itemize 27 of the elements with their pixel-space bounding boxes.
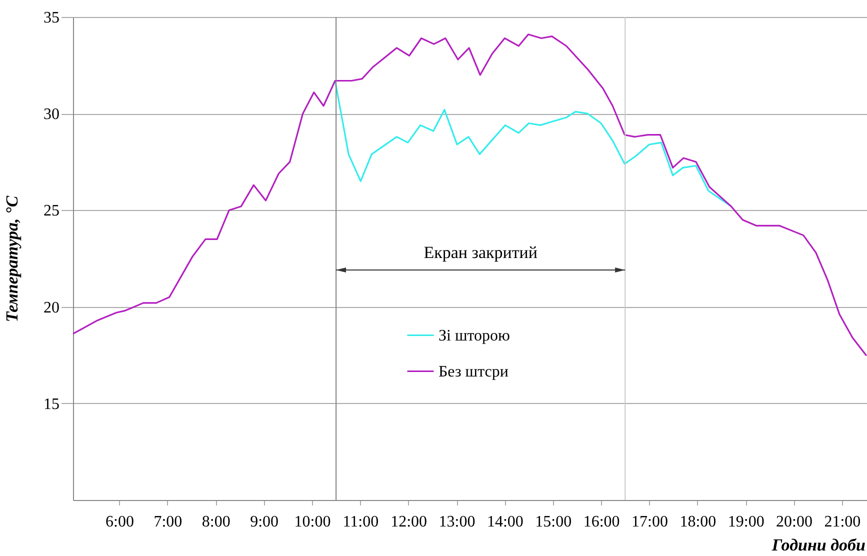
x-tick-label: 7:00	[154, 514, 182, 530]
x-tick-label: 10:00	[294, 514, 331, 530]
y-tick-label: 15	[44, 396, 60, 413]
y-tick-label: 35	[44, 10, 60, 26]
y-tick-label: 30	[44, 106, 60, 124]
x-tick-label: 17:00	[632, 514, 668, 530]
x-tick-label: 20:00	[776, 514, 812, 530]
x-tick-label: 18:00	[680, 514, 716, 530]
legend-label: Зі шторою	[438, 327, 510, 344]
x-tick-label: 12:00	[390, 514, 428, 530]
x-tick-label: 13:00	[438, 514, 476, 530]
x-tick-label: 19:00	[728, 514, 764, 530]
y-axis-title: Температура, °С	[2, 195, 22, 322]
y-tick-label: 20	[44, 299, 60, 316]
x-tick-label: 15:00	[535, 514, 572, 530]
legend-label: Без штсри	[438, 363, 509, 380]
y-tick-label: 25	[44, 202, 60, 220]
x-tick-label: 6:00	[106, 514, 134, 530]
x-tick-label: 8:00	[202, 514, 230, 530]
annotation: Екран закритий	[424, 243, 538, 264]
x-tick-label: 14:00	[486, 514, 524, 530]
x-tick-label: 21:00	[824, 514, 861, 530]
x-tick-label: 9:00	[250, 514, 279, 530]
x-tick-label: 11:00	[342, 514, 379, 530]
x-tick-label: 16:00	[583, 514, 620, 530]
line-series	[334, 80, 732, 208]
x-axis-title: Години доби	[770, 536, 866, 554]
